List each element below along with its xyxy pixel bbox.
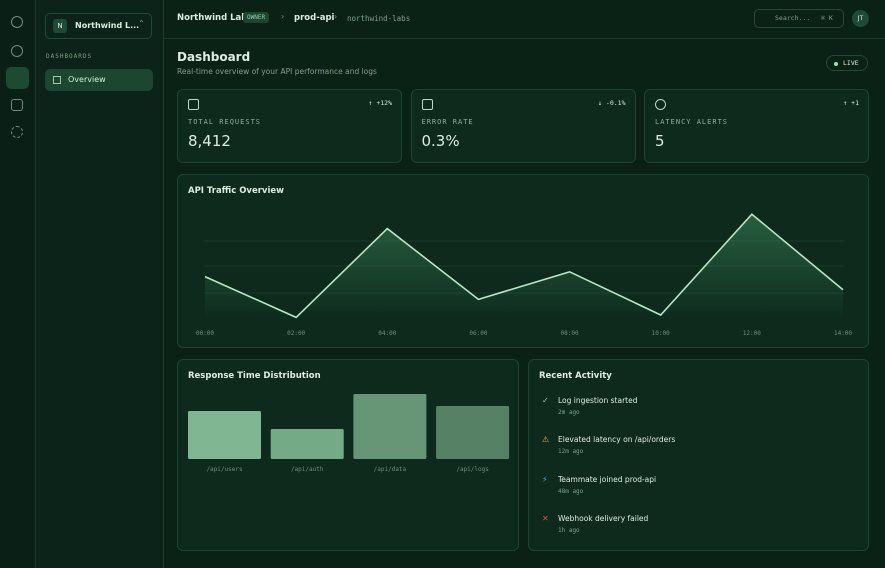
settings-icon[interactable] xyxy=(11,126,23,138)
x-tick-label: 12:00 xyxy=(743,330,761,337)
separator: › xyxy=(334,12,338,21)
chart-title: API Traffic Overview xyxy=(188,186,284,196)
nav-item[interactable]: Overview xyxy=(45,69,153,91)
nav-label: Overview xyxy=(68,75,106,84)
activity-card: Recent Activity ✓ Log ingestion started 2m… xyxy=(528,359,869,551)
stat-card: ↓ -0.1% ERROR RATE 0.3% xyxy=(410,89,636,163)
activity-time: 48m ago xyxy=(558,487,584,495)
activity-time: 1h ago xyxy=(558,526,580,534)
stat-label: LATENCY ALERTS xyxy=(655,118,729,126)
page-subtitle: Real-time overview of your API performan… xyxy=(177,67,377,76)
x-tick-label: /api/logs xyxy=(456,466,489,473)
bar xyxy=(188,411,261,459)
bar-chart: /api/users/api/auth/api/data/api/logs xyxy=(188,394,510,473)
workspace-switcher[interactable]: N Northwind L... ⌃ xyxy=(45,13,152,39)
activity-time: 12m ago xyxy=(558,448,584,456)
project-name[interactable]: prod-api xyxy=(294,13,335,23)
activity-time: 2m ago xyxy=(558,409,580,416)
nav-icon xyxy=(53,76,61,84)
x-tick-label: 06:00 xyxy=(469,330,487,337)
workspace-avatar: N xyxy=(53,19,67,33)
line-chart: 00:00 02:00 04:00 06:00 08:00 10:00 12:00 14:00 xyxy=(196,213,852,337)
x-tick-label: 02:00 xyxy=(287,330,305,337)
chevron: ⌃ xyxy=(138,19,145,28)
bar xyxy=(353,394,427,459)
stat-icon xyxy=(188,99,199,110)
chart-title: Response Time Distribution xyxy=(188,371,321,381)
org-name[interactable]: Northwind Labs xyxy=(177,13,253,23)
x-tick-label: /api/auth xyxy=(291,466,324,473)
workspace-name: Northwind L... xyxy=(75,21,140,30)
icon-rail xyxy=(0,0,36,568)
stat-change: ↑ +1 xyxy=(843,99,859,107)
bug-icon[interactable] xyxy=(11,16,23,28)
search-placeholder: Search... xyxy=(775,14,811,22)
user-avatar[interactable]: JT xyxy=(852,10,869,27)
activity-text: Elevated latency on /api/orders xyxy=(558,435,676,445)
compass-icon[interactable] xyxy=(11,45,23,57)
stat-change: ↓ -0.1% xyxy=(598,99,626,107)
traffic-area xyxy=(205,214,843,321)
stat-change: ↑ +12% xyxy=(368,99,392,107)
activity-text: Teammate joined prod-api xyxy=(558,474,657,484)
stat-value: 5 xyxy=(655,132,665,150)
stat-value: 8,412 xyxy=(188,132,231,150)
search-box[interactable]: Search... ⌘ K xyxy=(754,9,844,28)
stat-label: TOTAL REQUESTS xyxy=(188,118,262,126)
live-dot xyxy=(834,62,838,66)
sidebar: N Northwind L... ⌃ DASHBOARDS Overview xyxy=(36,0,164,568)
dashboard-icon[interactable] xyxy=(6,67,29,89)
topbar: Northwind Labs OWNER › prod-api › northw… xyxy=(164,0,885,39)
activity-icon: ⚡ xyxy=(542,474,548,484)
live-badge: LIVE xyxy=(826,55,868,71)
x-tick-label: /api/users xyxy=(206,466,243,473)
stat-card: ↑ +1 LATENCY ALERTS 5 xyxy=(644,89,869,163)
separator: › xyxy=(281,12,285,21)
bar xyxy=(436,406,510,459)
response-card: Response Time Distribution /api/users/ap… xyxy=(177,359,519,551)
shield-icon[interactable] xyxy=(11,99,23,111)
search-shortcut: ⌘ K xyxy=(821,14,833,22)
activity-icon: ⚠ xyxy=(542,435,550,445)
x-tick-label: /api/data xyxy=(374,466,407,473)
x-tick-label: 04:00 xyxy=(378,330,396,337)
activity-icon: ✓ xyxy=(542,396,549,405)
role-badge: OWNER xyxy=(243,12,270,23)
x-tick-label: 10:00 xyxy=(652,330,670,337)
stat-icon xyxy=(655,99,666,110)
stat-icon xyxy=(421,99,433,110)
activity-text: Webhook delivery failed xyxy=(558,513,649,523)
traffic-line xyxy=(204,213,844,319)
x-tick-label: 14:00 xyxy=(834,330,852,337)
project-slug: northwind-labs xyxy=(347,14,411,23)
stat-value: 0.3% xyxy=(421,132,460,150)
section-label: DASHBOARDS xyxy=(46,53,93,60)
x-tick-label: 08:00 xyxy=(561,330,579,337)
page-title: Dashboard xyxy=(177,50,251,64)
traffic-card: API Traffic Overview 00:00 02:00 04:00 06:0… xyxy=(177,174,869,348)
stat-card: ↑ +12% TOTAL REQUESTS 8,412 xyxy=(177,89,402,163)
live-label: LIVE xyxy=(843,59,859,67)
activity-title: Recent Activity xyxy=(539,371,612,381)
activity-icon: ✕ xyxy=(542,513,549,523)
x-tick-label: 00:00 xyxy=(196,330,214,337)
bar xyxy=(270,429,344,459)
activity-text: Log ingestion started xyxy=(558,396,638,405)
stat-label: ERROR RATE xyxy=(421,118,474,126)
